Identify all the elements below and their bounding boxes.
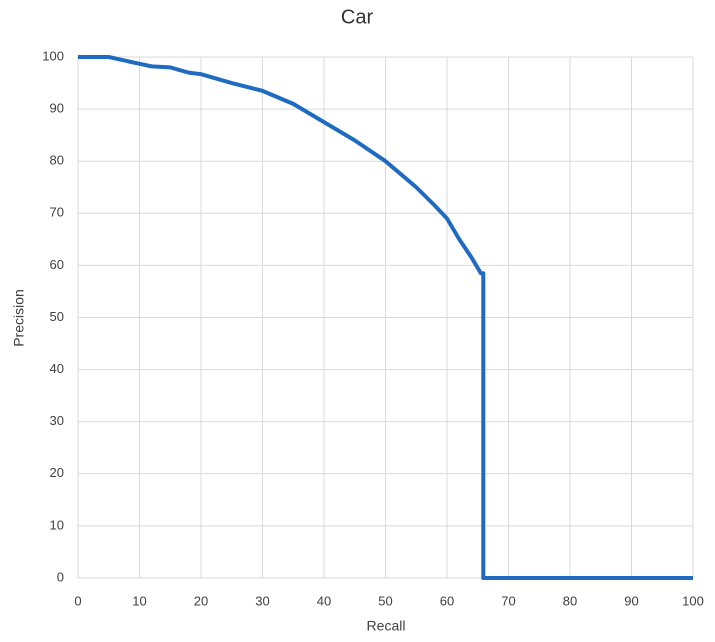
x-tick-label: 20	[194, 593, 208, 608]
y-tick-label: 80	[50, 153, 64, 168]
x-tick-label: 100	[682, 593, 704, 608]
x-tick-label: 30	[255, 593, 269, 608]
y-tick-label: 40	[50, 361, 64, 376]
x-tick-label: 40	[317, 593, 331, 608]
y-tick-label: 0	[57, 569, 64, 584]
y-tick-label: 70	[50, 205, 64, 220]
y-tick-label: 100	[42, 48, 64, 63]
x-tick-label: 10	[132, 593, 146, 608]
x-tick-label: 90	[624, 593, 638, 608]
x-tick-label: 70	[501, 593, 515, 608]
data-line	[78, 55, 693, 580]
x-tick-label: 50	[378, 593, 392, 608]
x-tick-label: 60	[440, 593, 454, 608]
y-tick-label: 30	[50, 413, 64, 428]
y-axis-title: Precision	[11, 289, 27, 347]
x-axis-title: Recall	[367, 618, 406, 634]
y-tick-label: 50	[50, 309, 64, 324]
y-tick-label: 90	[50, 101, 64, 116]
y-tick-label: 60	[50, 257, 64, 272]
y-tick-label: 20	[50, 465, 64, 480]
y-tick-label: 10	[50, 517, 64, 532]
x-tick-label: 0	[74, 593, 81, 608]
chart-title: Car	[341, 6, 374, 28]
x-tick-label: 80	[563, 593, 577, 608]
